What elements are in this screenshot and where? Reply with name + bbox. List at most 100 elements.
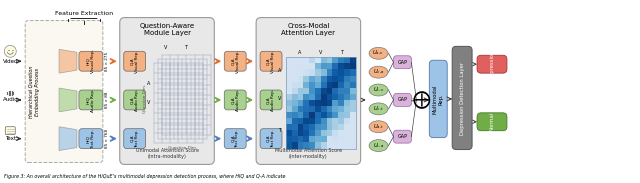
FancyBboxPatch shape (477, 113, 507, 131)
Bar (303, 136, 309, 143)
FancyBboxPatch shape (260, 51, 282, 71)
FancyBboxPatch shape (394, 56, 412, 69)
Bar (298, 143, 303, 149)
Bar (298, 94, 303, 100)
Text: V: V (278, 96, 281, 101)
Text: 85 × 88: 85 × 88 (105, 92, 109, 108)
Bar (292, 130, 298, 136)
Bar (344, 100, 350, 106)
Bar (350, 94, 356, 100)
Bar (154, 63, 204, 143)
Bar (303, 100, 309, 106)
Text: Question Dim.: Question Dim. (168, 145, 197, 150)
Bar (315, 88, 321, 94)
Bar (326, 118, 332, 124)
Bar (332, 143, 338, 149)
FancyBboxPatch shape (429, 60, 447, 138)
Bar (303, 118, 309, 124)
Bar (326, 100, 332, 106)
Bar (303, 82, 309, 88)
FancyBboxPatch shape (260, 129, 282, 149)
Bar (344, 69, 350, 76)
Text: Depression: Depression (490, 49, 495, 79)
Bar (298, 88, 303, 94)
Text: Q-A
Text Rep.: Q-A Text Rep. (131, 129, 139, 148)
FancyBboxPatch shape (394, 130, 412, 143)
Bar (344, 76, 350, 82)
Bar (344, 143, 350, 149)
Text: Audio: Audio (3, 97, 18, 102)
Bar (332, 100, 338, 106)
Bar (298, 63, 303, 69)
Bar (303, 57, 309, 63)
Bar (161, 55, 211, 135)
Text: HIQ
Text Rep.: HIQ Text Rep. (86, 129, 95, 149)
Text: Q-A
Audio Rep.: Q-A Audio Rep. (131, 89, 139, 111)
Bar (326, 124, 332, 130)
Bar (332, 69, 338, 76)
FancyBboxPatch shape (79, 129, 103, 149)
Bar (303, 94, 309, 100)
Bar (303, 88, 309, 94)
Bar (303, 69, 309, 76)
FancyBboxPatch shape (224, 51, 246, 71)
Bar (292, 136, 298, 143)
Bar (298, 112, 303, 118)
FancyBboxPatch shape (120, 18, 214, 165)
FancyBboxPatch shape (124, 90, 146, 110)
Text: $U_{a,t}$: $U_{a,t}$ (372, 123, 385, 131)
Bar (298, 106, 303, 112)
Bar (292, 63, 298, 69)
Bar (332, 76, 338, 82)
Bar (344, 124, 350, 130)
FancyBboxPatch shape (79, 90, 103, 110)
Text: Q-A
Text Rep.: Q-A Text Rep. (231, 129, 239, 148)
Bar (315, 82, 321, 88)
Text: 85 × 768: 85 × 768 (105, 129, 109, 148)
Bar (326, 130, 332, 136)
Text: $U_{a,v}$: $U_{a,v}$ (372, 49, 385, 57)
Bar (326, 82, 332, 88)
Bar (321, 130, 326, 136)
Bar (326, 57, 332, 63)
Bar (298, 130, 303, 136)
Bar (309, 136, 315, 143)
Bar (309, 143, 315, 149)
FancyBboxPatch shape (256, 18, 360, 165)
FancyBboxPatch shape (394, 94, 412, 106)
Bar (350, 69, 356, 76)
FancyBboxPatch shape (452, 46, 472, 150)
Bar (292, 118, 298, 124)
Bar (338, 124, 344, 130)
Text: Q-A
Text Rep.: Q-A Text Rep. (267, 129, 275, 148)
Bar (338, 106, 344, 112)
Bar (292, 76, 298, 82)
Bar (309, 130, 315, 136)
Bar (309, 94, 315, 100)
Bar (321, 136, 326, 143)
Bar (286, 57, 292, 63)
Text: GAP: GAP (397, 60, 408, 65)
Bar (315, 143, 321, 149)
Bar (344, 94, 350, 100)
Bar (292, 94, 298, 100)
Text: GAP: GAP (397, 134, 408, 139)
Text: Text: Text (4, 136, 16, 141)
Bar (292, 69, 298, 76)
Bar (286, 100, 292, 106)
Bar (332, 63, 338, 69)
Bar (286, 143, 292, 149)
Text: Q-A
Visual Rep.: Q-A Visual Rep. (267, 50, 275, 72)
Bar (298, 100, 303, 106)
Bar (309, 124, 315, 130)
Bar (286, 57, 356, 149)
Bar (298, 57, 303, 63)
Text: Feature Extraction: Feature Extraction (55, 11, 113, 16)
Text: 85 × 275: 85 × 275 (105, 52, 109, 71)
Text: $U_{v,t}$: $U_{v,t}$ (372, 105, 384, 113)
Text: V: V (164, 45, 168, 50)
Bar (321, 118, 326, 124)
Bar (344, 112, 350, 118)
Bar (286, 76, 292, 82)
Bar (332, 82, 338, 88)
